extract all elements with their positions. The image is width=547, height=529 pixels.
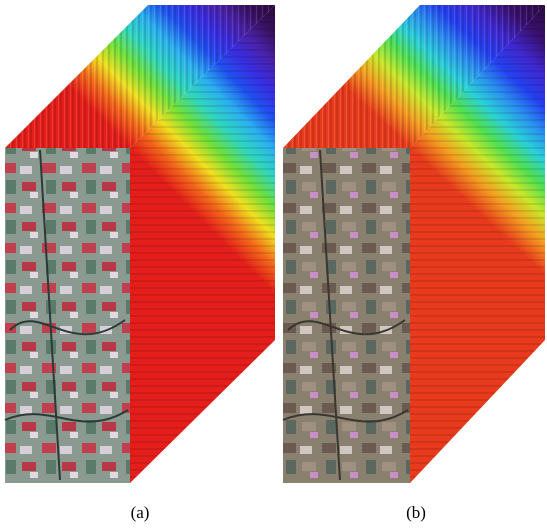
figure: (a) (b) [0, 0, 547, 529]
cube-a [5, 5, 275, 483]
cube-front-image [283, 148, 410, 483]
panel-label: (a) [131, 503, 150, 522]
cube-b [283, 5, 545, 483]
panel-label: (b) [406, 503, 426, 522]
cube-front-image [5, 148, 130, 483]
page: (a) (b) (() => { const data = JSON.parse… [0, 0, 547, 529]
